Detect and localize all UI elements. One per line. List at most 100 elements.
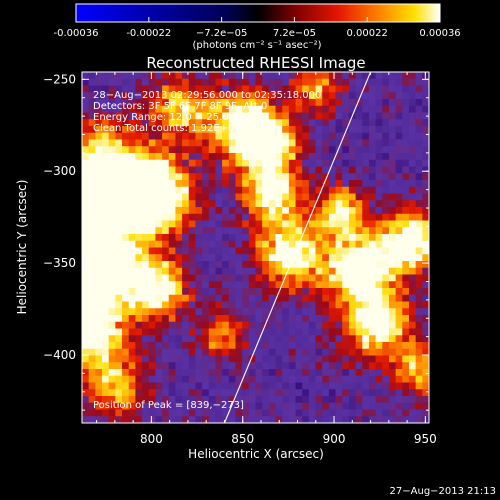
heatmap-cell (308, 321, 316, 329)
heatmap-cell (362, 173, 370, 181)
heatmap-cell (275, 220, 283, 228)
heatmap-cell (402, 281, 410, 289)
heatmap-cell (242, 321, 250, 329)
heatmap-cell (242, 146, 250, 154)
heatmap-cell (122, 254, 130, 262)
heatmap-cell (315, 294, 323, 302)
heatmap-cell (188, 119, 196, 127)
heatmap-cell (288, 112, 296, 120)
heatmap-cell (415, 173, 423, 181)
heatmap-cell (382, 335, 390, 343)
heatmap-cell (268, 382, 276, 390)
heatmap-cell (208, 180, 216, 188)
heatmap-cell (82, 207, 90, 215)
heatmap-cell (308, 139, 316, 147)
heatmap-cell (182, 348, 190, 356)
heatmap-cell (82, 132, 90, 140)
heatmap-cell (362, 396, 370, 404)
heatmap-cell (148, 335, 156, 343)
heatmap-cell (208, 416, 216, 423)
heatmap-cell (328, 105, 336, 113)
info-line-time: 28−Aug−2013 02:29:56.000 to 02:35:18.000 (93, 90, 321, 101)
heatmap-cell (322, 105, 330, 113)
heatmap-cell (315, 335, 323, 343)
heatmap-cell (422, 234, 429, 242)
heatmap-cell (288, 193, 296, 201)
heatmap-cell (255, 173, 263, 181)
heatmap-cell (362, 267, 370, 275)
heatmap-cell (82, 267, 90, 275)
heatmap-cell (355, 200, 363, 208)
heatmap-cell (342, 146, 350, 154)
heatmap-cell (302, 288, 310, 296)
heatmap-cell (255, 396, 263, 404)
heatmap-cell (388, 132, 397, 140)
heatmap-cell (422, 78, 429, 86)
heatmap-cell (242, 186, 250, 194)
heatmap-cell (82, 301, 90, 309)
heatmap-cell (322, 166, 330, 174)
heatmap-cell (82, 139, 90, 147)
heatmap-cell (188, 281, 196, 289)
heatmap-cell (422, 220, 429, 228)
heatmap-cell (182, 105, 190, 113)
heatmap-cell (148, 240, 156, 248)
heatmap-cell (215, 294, 223, 302)
heatmap-cell (368, 416, 377, 423)
heatmap-cell (302, 321, 310, 329)
heatmap-cell (282, 348, 290, 356)
heatmap-cell (335, 180, 343, 188)
heatmap-cell (128, 146, 136, 154)
heatmap-cell (422, 301, 429, 309)
heatmap-cell (148, 159, 156, 167)
heatmap-cell (142, 240, 150, 248)
heatmap-cell (295, 112, 303, 120)
heatmap-cell (288, 240, 296, 248)
heatmap-cell (355, 396, 363, 404)
heatmap-cell (362, 261, 370, 269)
heatmap-cell (155, 355, 163, 363)
heatmap-cell (242, 247, 250, 255)
heatmap-cell (295, 355, 303, 363)
heatmap-cell (195, 78, 203, 86)
heatmap-cell (182, 281, 190, 289)
heatmap-cell (295, 301, 303, 309)
heatmap-cell (375, 416, 383, 423)
heatmap-cell (175, 227, 183, 235)
heatmap-cell (262, 274, 270, 282)
heatmap-cell (275, 153, 283, 161)
heatmap-cell (175, 240, 183, 248)
heatmap-cell (122, 139, 130, 147)
heatmap-cell (155, 274, 163, 282)
heatmap-cell (142, 328, 150, 336)
heatmap-cell (308, 153, 316, 161)
heatmap-cell (302, 220, 310, 228)
heatmap-cell (135, 119, 143, 127)
heatmap-cell (275, 321, 283, 329)
heatmap-cell (295, 362, 303, 370)
heatmap-cell (348, 92, 356, 100)
heatmap-cell (408, 72, 417, 80)
heatmap-cell (395, 274, 403, 282)
heatmap-cell (215, 85, 223, 93)
heatmap-cell (408, 294, 417, 302)
heatmap-cell (162, 288, 170, 296)
heatmap-cell (182, 328, 190, 336)
heatmap-cell (215, 375, 223, 383)
heatmap-cell (215, 200, 223, 208)
heatmap-cell (282, 402, 290, 410)
heatmap-cell (242, 119, 250, 127)
heatmap-cell (355, 166, 363, 174)
heatmap-cell (375, 247, 383, 255)
heatmap-cell (215, 301, 223, 309)
heatmap-cell (328, 99, 336, 107)
heatmap-cell (335, 328, 343, 336)
heatmap-cell (422, 328, 429, 336)
heatmap-cell (102, 105, 110, 113)
heatmap-cell (142, 362, 150, 370)
heatmap-image (82, 72, 429, 423)
heatmap-cell (408, 416, 417, 423)
heatmap-cell (362, 321, 370, 329)
heatmap-cell (248, 78, 256, 86)
heatmap-cell (188, 200, 196, 208)
